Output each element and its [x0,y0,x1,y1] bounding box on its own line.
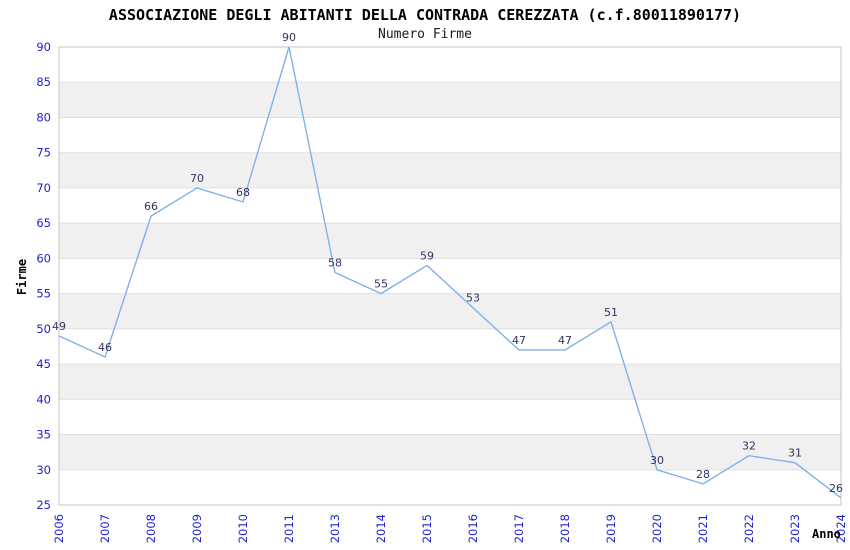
x-tick-label: 2009 [190,514,204,543]
data-point-label: 59 [420,249,434,262]
plot-band [59,293,841,329]
y-tick-label: 45 [36,357,51,371]
data-point-label: 53 [466,292,480,305]
data-point-label: 30 [650,454,664,467]
y-tick-label: 70 [36,181,51,195]
x-tick-label: 2017 [512,514,526,543]
y-tick-label: 90 [36,40,51,54]
plot-band [59,364,841,400]
x-tick-label: 2014 [374,514,388,543]
plot-band [59,82,841,118]
x-tick-label: 2015 [420,514,434,543]
y-tick-label: 35 [36,428,51,442]
x-tick-label: 2022 [742,514,756,543]
x-tick-label: 2008 [144,514,158,543]
x-tick-label: 2023 [788,514,802,543]
x-tick-label: 2019 [604,514,618,543]
x-tick-label: 2011 [282,514,296,543]
data-point-label: 26 [829,482,843,495]
data-point-label: 58 [328,256,342,269]
plot-band [59,152,841,188]
line-series [58,46,842,499]
y-axis-title: Firme [15,258,29,296]
y-tick-label: 60 [36,251,51,265]
data-point-label: 68 [236,186,250,199]
data-point-label: 47 [558,334,572,347]
y-tick-label: 40 [36,392,51,406]
plot-band [59,223,841,259]
data-point-label: 46 [98,341,112,354]
x-tick-label: 2018 [558,514,572,543]
x-tick-label: 2007 [98,514,112,543]
y-tick-label: 25 [36,498,51,512]
x-tick-label: 2020 [650,514,664,543]
y-tick-label: 55 [36,287,51,301]
chart-subtitle: Numero Firme [378,27,472,42]
y-tick-label: 85 [36,75,51,89]
x-tick-label: 2010 [236,514,250,543]
data-point-label: 51 [604,306,618,319]
data-point-label: 70 [190,172,204,185]
data-point-label: 28 [696,468,710,481]
x-tick-label: 2016 [466,514,480,543]
x-axis-title: Anno [812,527,841,541]
y-tick-label: 75 [36,146,51,160]
y-tick-label: 50 [36,322,51,336]
data-point-label: 66 [144,200,158,213]
data-point-label: 47 [512,334,526,347]
x-tick-label: 2013 [328,514,342,543]
x-tick-label: 2021 [696,514,710,543]
plot-band [59,434,841,470]
plot-border [58,46,842,506]
data-point-label: 31 [788,447,802,460]
chart-title: ASSOCIAZIONE DEGLI ABITANTI DELLA CONTRA… [108,6,742,24]
data-point-label: 55 [374,278,388,291]
x-tick-label: 2024 [834,514,848,543]
y-tick-label: 65 [36,216,51,230]
x-tick-label: 2006 [52,514,66,543]
data-point-label: 49 [52,320,66,333]
y-tick-label: 30 [36,463,51,477]
y-tick-label: 80 [36,110,51,124]
data-point-label: 32 [742,440,756,453]
data-point-label: 90 [282,31,296,44]
